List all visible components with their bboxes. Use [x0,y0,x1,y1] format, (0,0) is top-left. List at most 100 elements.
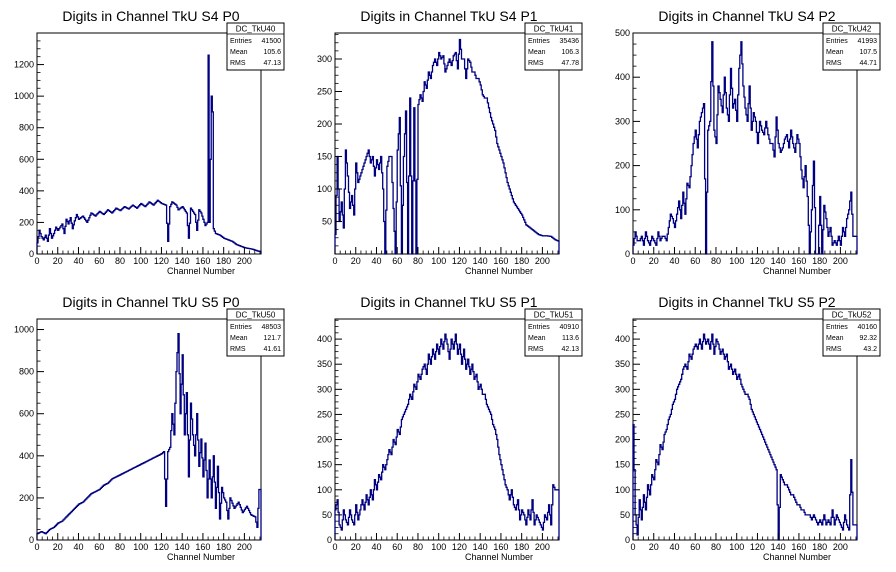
y-tick-label: 0 [327,535,332,545]
stats-label: Entries [528,324,550,331]
y-tick-label: 50 [322,217,332,227]
x-tick-label: 0 [332,542,337,552]
x-tick-label: 20 [351,256,361,266]
histogram-series [334,38,560,255]
x-axis-label: Channel Number [167,266,235,276]
y-tick-label: 600 [19,154,34,164]
stats-value: 35436 [560,38,580,45]
stats-value: 42.13 [561,346,579,353]
x-tick-label: 60 [690,256,700,266]
x-tick-label: 20 [351,542,361,552]
stats-value: 121.7 [263,335,281,342]
y-tick-label: 350 [317,359,332,369]
y-tick-label: 400 [317,334,332,344]
stats-box: DC_TkU41 Entries 35436 Mean 106.3 RMS 47.78 [524,22,583,71]
x-tick-label: 40 [669,542,679,552]
stats-label: Mean [826,335,844,342]
histogram-svg: Digits in Channel TkU S4 P0 0 20 40 60 80 100 1… [14,8,285,276]
x-tick-label: 40 [371,542,381,552]
y-tick-label: 100 [317,184,332,194]
y-tick-label: 150 [317,460,332,470]
x-tick-label: 40 [73,542,83,552]
stats-box: DC_TkU40 Entries 41500 Mean 105.6 RMS 47.13 [226,22,285,71]
stats-label: Entries [528,38,550,45]
x-tick-label: 20 [649,256,659,266]
stats-value: 48503 [262,324,282,331]
x-tick-label: 100 [729,256,744,266]
y-tick-label: 150 [615,460,630,470]
y-tick-label: 250 [317,87,332,97]
y-tick-label: 300 [317,384,332,394]
stats-histogram-name: DC_TkU42 [832,25,872,34]
x-tick-label: 100 [431,542,446,552]
x-tick-label: 60 [690,542,700,552]
x-axis-label: Channel Number [763,552,831,562]
histogram-pad-tku50: Digits in Channel TkU S5 P0 0 20 40 60 80 100 1… [0,286,298,572]
x-tick-label: 200 [833,542,848,552]
x-tick-label: 60 [392,542,402,552]
stats-value: 105.6 [263,49,281,56]
stats-histogram-name: DC_TkU51 [534,311,574,320]
stats-value: 44.71 [859,60,877,67]
x-tick-label: 120 [452,542,467,552]
x-tick-label: 100 [431,256,446,266]
histogram-series [632,41,858,255]
x-tick-label: 120 [154,256,169,266]
plot-frame [36,318,262,541]
y-tick-label: 300 [317,54,332,64]
x-tick-label: 20 [649,542,659,552]
y-tick-label: 200 [317,435,332,445]
x-tick-label: 120 [750,542,765,552]
x-tick-label: 0 [332,256,337,266]
stats-label: RMS [230,346,246,353]
x-tick-label: 160 [791,256,806,266]
stats-label: Entries [230,38,252,45]
x-tick-label: 180 [514,542,529,552]
x-tick-label: 160 [493,256,508,266]
stats-label: RMS [826,346,842,353]
x-tick-label: 20 [53,542,63,552]
stats-box: DC_TkU50 Entries 48503 Mean 121.7 RMS 41.61 [226,308,285,357]
histogram-svg: Digits in Channel TkU S4 P2 0 20 40 60 80 100 1… [615,8,881,276]
x-axis-label: Channel Number [465,266,533,276]
x-tick-label: 180 [216,256,231,266]
histogram-pad-tku52: Digits in Channel TkU S5 P2 0 20 40 60 80 100 1… [596,286,894,572]
stats-histogram-name: DC_TkU40 [236,25,276,34]
histogram-svg: Digits in Channel TkU S5 P1 0 20 40 60 80 100 1… [317,294,583,562]
x-tick-label: 60 [94,542,104,552]
x-tick-label: 180 [812,256,827,266]
x-tick-label: 40 [669,256,679,266]
y-tick-label: 400 [615,334,630,344]
chart-title: Digits in Channel TkU S5 P1 [360,294,537,310]
y-tick-label: 400 [615,72,630,82]
x-tick-label: 80 [115,256,125,266]
stats-value: 41500 [262,38,282,45]
y-tick-label: 0 [29,535,34,545]
x-tick-label: 120 [154,542,169,552]
y-tick-label: 100 [317,485,332,495]
y-tick-label: 200 [19,217,34,227]
x-tick-label: 140 [473,542,488,552]
histogram-svg: Digits in Channel TkU S5 P0 0 20 40 60 80 100 1… [14,294,285,562]
chart-title: Digits in Channel TkU S5 P2 [658,294,835,310]
stats-label: Mean [826,49,844,56]
plot-frame [334,318,560,541]
y-tick-label: 200 [19,493,34,503]
chart-title: Digits in Channel TkU S4 P2 [658,8,835,24]
x-tick-label: 160 [493,542,508,552]
x-tick-label: 160 [791,542,806,552]
y-tick-label: 400 [19,451,34,461]
x-tick-label: 200 [833,256,848,266]
stats-label: RMS [528,346,544,353]
y-tick-label: 1000 [14,325,34,335]
y-tick-label: 250 [317,409,332,419]
y-tick-label: 1000 [14,91,34,101]
stats-histogram-name: DC_TkU50 [236,311,276,320]
x-tick-label: 80 [413,256,423,266]
x-tick-label: 60 [94,256,104,266]
x-axis-label: Channel Number [167,552,235,562]
y-tick-label: 600 [19,409,34,419]
stats-value: 107.5 [859,49,877,56]
stats-label: Entries [826,324,848,331]
x-tick-label: 120 [452,256,467,266]
